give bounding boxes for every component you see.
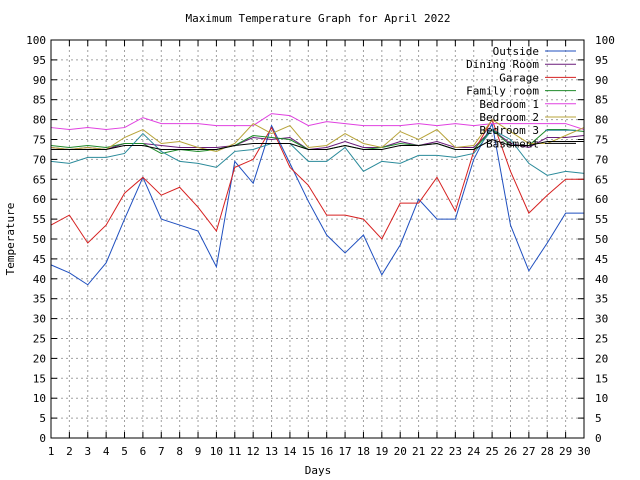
y-tick-label-left: 60 [33, 193, 46, 206]
x-tick-label: 5 [121, 445, 128, 458]
x-tick-label: 15 [302, 445, 315, 458]
y-tick-label-right: 15 [595, 372, 608, 385]
x-tick-label: 2 [66, 445, 73, 458]
y-tick-label-left: 90 [33, 74, 46, 87]
y-tick-label-left: 95 [33, 54, 46, 67]
x-tick-label: 4 [103, 445, 110, 458]
y-axis-label: Temperature [4, 203, 17, 276]
y-tick-label-left: 70 [33, 153, 46, 166]
x-tick-label: 7 [158, 445, 165, 458]
x-tick-label: 25 [485, 445, 498, 458]
x-tick-label: 23 [449, 445, 462, 458]
y-tick-label-left: 5 [39, 412, 46, 425]
y-tick-label-right: 90 [595, 74, 608, 87]
y-tick-label-right: 55 [595, 213, 608, 226]
y-tick-label-left: 55 [33, 213, 46, 226]
x-tick-label: 17 [338, 445, 351, 458]
y-tick-label-right: 70 [595, 153, 608, 166]
y-tick-label-left: 0 [39, 432, 46, 445]
x-tick-label: 24 [467, 445, 481, 458]
y-tick-label-right: 95 [595, 54, 608, 67]
y-tick-label-left: 50 [33, 233, 46, 246]
y-tick-label-right: 75 [595, 134, 608, 147]
y-tick-label-right: 25 [595, 333, 608, 346]
y-tick-label-right: 50 [595, 233, 608, 246]
y-tick-label-left: 40 [33, 273, 46, 286]
legend-label-garage: Garage [499, 71, 539, 84]
x-tick-label: 9 [195, 445, 202, 458]
y-tick-label-right: 65 [595, 173, 608, 186]
x-tick-label: 18 [357, 445, 370, 458]
plot-frame [50, 39, 585, 439]
x-tick-label: 27 [522, 445, 535, 458]
y-tick-label-left: 25 [33, 333, 46, 346]
y-tick-label-left: 100 [26, 34, 46, 47]
y-tick-label-right: 35 [595, 293, 608, 306]
chart-title: Maximum Temperature Graph for April 2022 [186, 12, 451, 25]
legend-label-bedroom-1: Bedroom 1 [479, 98, 539, 111]
y-tick-label-left: 75 [33, 134, 46, 147]
x-tick-label: 16 [320, 445, 333, 458]
x-tick-label: 8 [176, 445, 183, 458]
y-tick-label-left: 45 [33, 253, 46, 266]
series-line-bedroom-3 [50, 128, 585, 176]
x-tick-label: 26 [504, 445, 517, 458]
legend-label-dining-room: Dining Room [466, 58, 539, 71]
y-tick-label-left: 10 [33, 392, 46, 405]
y-tick-label-left: 30 [33, 313, 46, 326]
legend-label-basement: Basement [486, 137, 539, 150]
legend-label-bedroom-2: Bedroom 2 [479, 111, 539, 124]
y-tick-label-right: 80 [595, 114, 608, 127]
legend-label-family-room: Family room [466, 85, 539, 98]
x-tick-label: 29 [559, 445, 572, 458]
x-tick-label: 6 [140, 445, 147, 458]
y-tick-label-left: 65 [33, 173, 46, 186]
legend-label-bedroom-3: Bedroom 3 [479, 124, 539, 137]
series-line-garage [50, 118, 584, 244]
y-tick-label-right: 30 [595, 313, 608, 326]
y-tick-label-right: 10 [595, 392, 608, 405]
y-tick-label-right: 0 [595, 432, 602, 445]
x-tick-label: 10 [210, 445, 223, 458]
y-tick-label-left: 15 [33, 372, 46, 385]
y-tick-label-right: 100 [595, 34, 615, 47]
series-lines [50, 113, 585, 286]
x-tick-label: 3 [84, 445, 91, 458]
y-tick-label-right: 20 [595, 352, 608, 365]
x-tick-label: 22 [430, 445, 443, 458]
x-tick-label: 20 [394, 445, 407, 458]
y-tick-label-left: 35 [33, 293, 46, 306]
x-tick-label: 19 [375, 445, 388, 458]
x-tick-label: 12 [247, 445, 260, 458]
y-tick-label-right: 5 [595, 412, 602, 425]
x-tick-label: 13 [265, 445, 278, 458]
series-line-bedroom-2 [50, 118, 585, 152]
series-line-bedroom-1 [50, 113, 585, 131]
x-tick-label: 14 [283, 445, 297, 458]
y-tick-label-right: 60 [595, 193, 608, 206]
y-tick-label-right: 45 [595, 253, 608, 266]
y-tick-label-right: 40 [595, 273, 608, 286]
y-tick-label-left: 80 [33, 114, 46, 127]
grid [51, 40, 584, 438]
y-tick-label-left: 85 [33, 94, 46, 107]
legend-label-outside: Outside [493, 45, 539, 58]
x-tick-label: 1 [48, 445, 55, 458]
y-tick-label-left: 20 [33, 352, 46, 365]
x-tick-label: 21 [412, 445, 425, 458]
series-line-basement [51, 138, 584, 150]
x-tick-label: 11 [228, 445, 241, 458]
x-tick-label: 30 [577, 445, 590, 458]
y-tick-label-right: 85 [595, 94, 608, 107]
x-axis-label: Days [305, 464, 332, 477]
x-tick-label: 28 [541, 445, 554, 458]
